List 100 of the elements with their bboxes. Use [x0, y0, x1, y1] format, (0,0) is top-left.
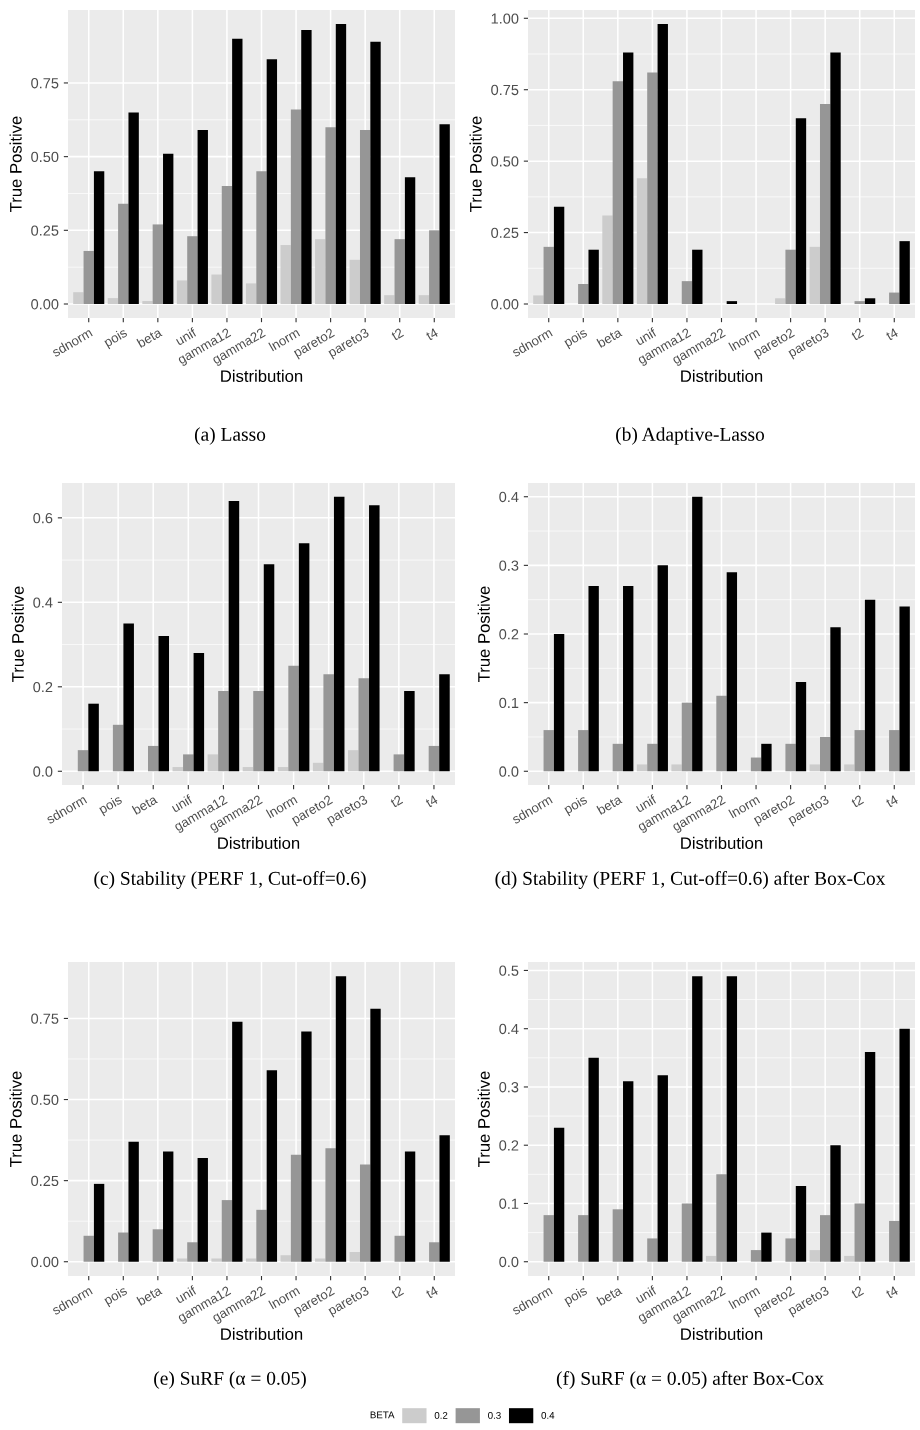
y-axis-title: True Positive	[9, 1071, 22, 1167]
bar	[657, 565, 668, 772]
bar	[163, 1151, 174, 1262]
bar	[795, 1185, 807, 1262]
y-tick-label: 0.0	[33, 766, 53, 777]
bar	[183, 754, 194, 772]
bar	[899, 606, 910, 772]
x-tick-label: t4	[885, 327, 899, 341]
x-tick-label: beta	[596, 1285, 623, 1306]
bar	[809, 764, 820, 772]
bar	[384, 295, 395, 304]
bar	[266, 59, 278, 304]
bar	[854, 1203, 865, 1262]
x-tick-label: t2	[389, 794, 404, 808]
y-tick-label: 0.1	[499, 697, 519, 709]
x-tick-label: t4	[425, 1285, 439, 1299]
bar	[785, 249, 796, 304]
bar	[290, 109, 302, 304]
bar	[193, 653, 205, 772]
bar	[335, 24, 347, 304]
bar	[207, 754, 219, 772]
bar	[889, 730, 900, 772]
bar	[543, 246, 554, 304]
bar	[612, 81, 624, 304]
bar	[623, 1081, 634, 1262]
x-tick-label: t4	[424, 794, 439, 808]
bar	[370, 41, 381, 304]
text: (f) SuRF (α = 0.05) after Box-Cox	[556, 1371, 824, 1389]
x-tick-label: pois	[563, 327, 590, 350]
bar	[864, 298, 876, 304]
bar	[623, 52, 634, 304]
y-axis-title: True Positive	[477, 1071, 490, 1167]
bar	[726, 572, 738, 772]
bar	[553, 1127, 565, 1262]
bar	[578, 284, 589, 304]
x-tick-label: t2	[850, 1285, 864, 1299]
bar	[692, 976, 703, 1262]
bar	[73, 292, 84, 304]
y-axis-title: True Positive	[11, 586, 24, 682]
bar	[221, 1200, 233, 1262]
bar	[612, 1209, 624, 1262]
bar	[245, 283, 257, 304]
bar	[333, 496, 345, 772]
x-axis-title: Distribution	[681, 836, 763, 850]
bar	[692, 496, 703, 772]
bar	[263, 564, 275, 772]
bar	[393, 754, 405, 772]
text: (b) Adaptive-Lasso	[616, 427, 765, 445]
x-axis-title: Distribution	[218, 836, 300, 850]
bar	[533, 295, 544, 304]
x-tick-label: t4	[425, 327, 439, 341]
bar	[335, 976, 347, 1262]
bar	[325, 127, 336, 304]
bar	[218, 691, 229, 772]
bar	[844, 764, 855, 772]
bar	[232, 1021, 243, 1262]
y-tick-label: 0.6	[33, 512, 53, 524]
x-axis-title: Distribution	[681, 1327, 763, 1341]
text: (d) Stability (PERF 1, Cut-off=0.6) after Box-Cox	[495, 871, 886, 889]
bar	[349, 259, 360, 304]
x-tick-label: t4	[885, 794, 899, 808]
bar	[647, 743, 658, 772]
bar	[347, 750, 359, 772]
bar	[681, 702, 693, 772]
bar	[187, 1242, 198, 1262]
bar	[163, 153, 174, 304]
bar	[578, 1215, 589, 1262]
bar	[312, 762, 324, 772]
bar	[750, 1250, 762, 1262]
bar	[280, 1255, 291, 1262]
bar	[636, 764, 648, 772]
bar	[543, 1215, 554, 1262]
bar	[359, 1164, 371, 1262]
bar	[404, 177, 416, 304]
bar	[123, 623, 134, 772]
bar	[899, 241, 910, 304]
y-tick-label: 0.75	[31, 78, 59, 89]
bar	[775, 298, 786, 304]
y-tick-label: 0.00	[31, 299, 59, 310]
bar	[370, 1008, 381, 1262]
bar	[588, 249, 599, 304]
bar	[612, 743, 624, 772]
bar	[864, 1052, 876, 1262]
legend-label: 0.2	[434, 1411, 448, 1419]
bar	[280, 245, 291, 304]
bar	[107, 298, 119, 304]
bar	[429, 230, 440, 304]
bar	[112, 724, 124, 772]
y-tick-label: 0.2	[33, 681, 53, 693]
bar	[553, 206, 565, 304]
bar	[657, 1075, 668, 1262]
bar	[256, 1209, 267, 1262]
bar	[298, 543, 310, 772]
bar	[795, 682, 807, 772]
bar	[819, 104, 831, 304]
x-tick-label: t2	[390, 327, 404, 341]
bar	[256, 171, 267, 304]
bar	[152, 1229, 164, 1262]
bar	[118, 1232, 129, 1262]
bar	[147, 745, 159, 772]
